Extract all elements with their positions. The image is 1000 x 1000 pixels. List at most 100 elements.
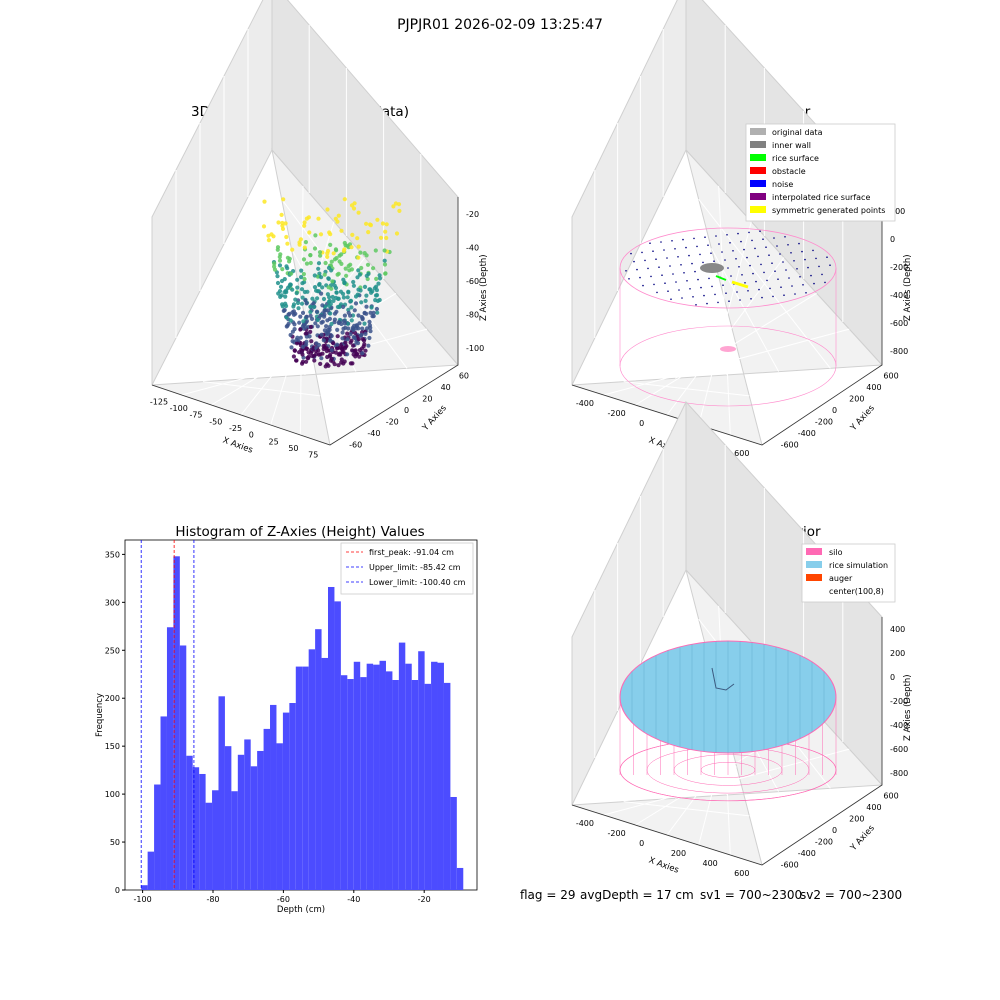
noise-point bbox=[664, 282, 666, 285]
noise-point bbox=[642, 284, 644, 287]
noise-point bbox=[663, 249, 665, 251]
noise-point bbox=[769, 287, 771, 290]
y-axis-line bbox=[761, 364, 883, 446]
raw-point bbox=[359, 265, 364, 271]
y-tick-label: 20 bbox=[422, 395, 432, 404]
raw-point bbox=[288, 318, 293, 323]
noise-point bbox=[741, 274, 743, 276]
raw-point bbox=[361, 338, 367, 343]
noise-point bbox=[757, 255, 759, 258]
noise-point bbox=[672, 273, 674, 275]
noise-point bbox=[815, 257, 817, 260]
x-tick-label: 0 bbox=[249, 431, 254, 440]
raw-point bbox=[326, 285, 331, 290]
z-tick-label: 200 bbox=[890, 649, 905, 658]
raw-point bbox=[299, 301, 305, 306]
raw-point bbox=[289, 345, 294, 350]
raw-point bbox=[366, 343, 371, 348]
x-axis-line bbox=[571, 804, 763, 866]
raw-point bbox=[362, 342, 367, 347]
x-tick-label: -200 bbox=[608, 409, 626, 418]
raw-point bbox=[309, 339, 314, 344]
raw-point bbox=[285, 241, 290, 246]
raw-point bbox=[369, 290, 374, 295]
raw-point bbox=[329, 356, 334, 361]
noise-point bbox=[703, 294, 705, 297]
raw-point bbox=[314, 309, 320, 314]
noise-point bbox=[810, 274, 812, 277]
y-tick-label: 600 bbox=[883, 372, 898, 381]
noise-point bbox=[739, 299, 741, 301]
raw-point bbox=[276, 220, 281, 225]
raw-point bbox=[377, 297, 382, 303]
noise-point bbox=[689, 288, 691, 290]
raw-point bbox=[343, 266, 348, 271]
noise-point bbox=[695, 304, 697, 306]
legend-swatch bbox=[750, 206, 766, 213]
noise-point bbox=[794, 293, 796, 295]
noise-points bbox=[625, 230, 831, 306]
raw-point bbox=[329, 333, 334, 339]
legend-swatch bbox=[750, 141, 766, 148]
z-tick-label: -100 bbox=[466, 344, 484, 353]
raw-point bbox=[291, 304, 296, 309]
noise-point bbox=[762, 238, 764, 240]
y-tick-label: 250 bbox=[105, 646, 120, 655]
noise-point bbox=[718, 243, 720, 245]
y-tick-label: -600 bbox=[781, 440, 799, 449]
z-axis-title: Z Axies (Depth) bbox=[903, 674, 913, 741]
raw-point bbox=[297, 350, 302, 355]
raw-point bbox=[341, 349, 346, 354]
noise-point bbox=[793, 260, 795, 262]
noise-point bbox=[790, 252, 792, 254]
z-tick-label: -200 bbox=[890, 697, 908, 706]
raw-point bbox=[287, 256, 292, 261]
raw-point bbox=[316, 348, 321, 353]
legend-label: rice surface bbox=[772, 154, 819, 163]
raw-point bbox=[367, 319, 372, 324]
noise-point bbox=[776, 245, 778, 247]
raw-point bbox=[325, 254, 330, 259]
auger-path bbox=[711, 667, 735, 691]
raw-point bbox=[345, 337, 350, 342]
noise-point bbox=[740, 240, 742, 243]
raw-point bbox=[290, 287, 295, 292]
raw-point bbox=[374, 276, 379, 281]
legend-label: symmetric generated points bbox=[772, 206, 885, 215]
histogram-bar bbox=[443, 682, 451, 890]
raw-point bbox=[369, 305, 374, 310]
noise-point bbox=[715, 235, 717, 237]
raw-point bbox=[328, 311, 333, 316]
raw-point bbox=[332, 257, 338, 262]
raw-point bbox=[313, 321, 318, 326]
raw-point bbox=[277, 263, 283, 268]
noise-point bbox=[630, 252, 632, 255]
noise-point bbox=[658, 266, 660, 269]
legend-label: noise bbox=[772, 180, 793, 189]
raw-point bbox=[358, 333, 363, 338]
raw-point bbox=[351, 283, 356, 288]
legend-swatch bbox=[750, 167, 766, 174]
raw-point bbox=[356, 244, 361, 249]
raw-point bbox=[303, 298, 308, 303]
x-tick-label: -80 bbox=[206, 895, 219, 904]
noise-point bbox=[748, 231, 750, 234]
noise-point bbox=[710, 252, 712, 254]
raw-point bbox=[301, 344, 306, 349]
histogram-bar bbox=[154, 784, 161, 890]
raw-point bbox=[366, 271, 371, 276]
noise-point bbox=[729, 242, 731, 244]
raw-point bbox=[291, 354, 296, 359]
raw-point bbox=[342, 240, 347, 246]
raw-point bbox=[340, 330, 345, 335]
raw-point bbox=[283, 221, 288, 226]
raw-point bbox=[365, 262, 371, 267]
y-tick-label: 0 bbox=[832, 826, 837, 835]
raw-point bbox=[293, 311, 298, 316]
y-tick-label: 150 bbox=[105, 742, 120, 751]
raw-point bbox=[383, 271, 388, 276]
raw-point bbox=[289, 271, 294, 276]
histogram-bar bbox=[212, 790, 219, 890]
raw-point bbox=[356, 268, 361, 273]
raw-point bbox=[309, 316, 315, 321]
